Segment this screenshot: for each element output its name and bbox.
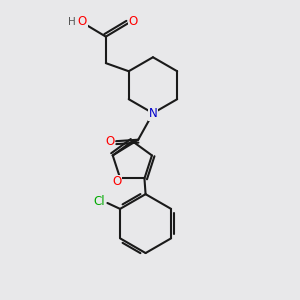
Text: Cl: Cl bbox=[94, 195, 105, 208]
Text: N: N bbox=[148, 107, 157, 120]
Text: O: O bbox=[129, 15, 138, 28]
Text: O: O bbox=[105, 135, 114, 148]
Text: O: O bbox=[78, 15, 87, 28]
Text: O: O bbox=[112, 176, 121, 188]
Text: H: H bbox=[68, 17, 75, 27]
